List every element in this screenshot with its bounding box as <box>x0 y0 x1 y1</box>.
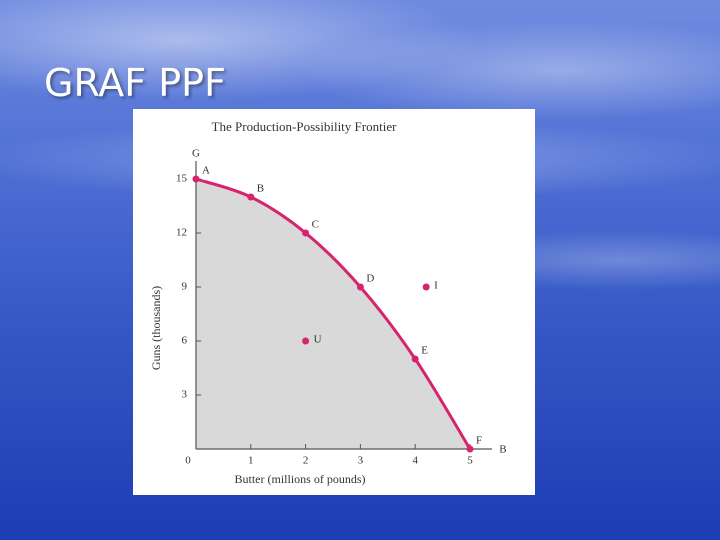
point <box>302 229 310 237</box>
point <box>247 193 255 201</box>
point-label: U <box>314 334 322 346</box>
y-axis-label: Guns (thousands) <box>149 286 163 370</box>
y-tick-label: 15 <box>176 173 188 185</box>
y-tick-label: 3 <box>182 389 188 401</box>
point-label: C <box>312 219 319 231</box>
x-tick-label: 4 <box>412 455 418 467</box>
point-label: F <box>476 435 482 447</box>
point <box>356 283 364 291</box>
x-axis-label: Butter (millions of pounds) <box>235 472 366 486</box>
y-tick-label: 6 <box>182 335 188 347</box>
x-tick-label: 3 <box>358 455 364 467</box>
point-label: A <box>202 165 210 177</box>
point-label: E <box>421 345 428 357</box>
origin-label: 0 <box>185 455 191 467</box>
area <box>196 179 470 449</box>
point-label: B <box>257 183 264 195</box>
point <box>302 337 310 345</box>
slide-title: GRAF PPF <box>44 61 226 105</box>
y-tick-label: 9 <box>182 281 188 293</box>
point <box>422 283 430 291</box>
point <box>466 445 474 453</box>
chart-title: The Production-Possibility Frontier <box>212 119 398 134</box>
point <box>192 175 200 183</box>
point-label: I <box>434 280 438 292</box>
y-tick-label: 12 <box>176 227 187 239</box>
point-label: D <box>366 273 374 285</box>
y-axis-end-label: G <box>192 148 200 160</box>
x-tick-label: 2 <box>303 455 309 467</box>
x-axis-end-label: B <box>499 444 506 456</box>
point <box>411 355 419 363</box>
x-tick-label: 1 <box>248 455 254 467</box>
x-tick-label: 5 <box>467 455 473 467</box>
